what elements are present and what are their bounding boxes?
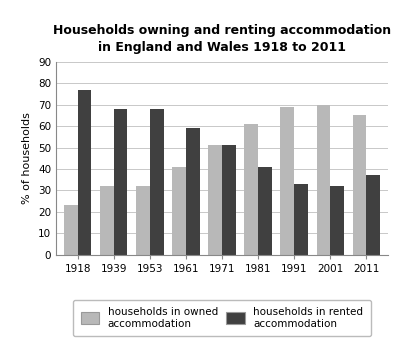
Bar: [100, 186, 114, 255]
Bar: [78, 90, 91, 255]
Bar: [294, 184, 308, 255]
Bar: [114, 109, 128, 255]
Bar: [172, 167, 186, 255]
Legend: households in owned
accommodation, households in rented
accommodation: households in owned accommodation, house…: [73, 300, 371, 336]
Bar: [330, 186, 344, 255]
Bar: [244, 124, 258, 255]
Bar: [150, 109, 164, 255]
Bar: [258, 167, 272, 255]
Bar: [64, 206, 78, 255]
Bar: [366, 175, 380, 255]
Bar: [136, 186, 150, 255]
Y-axis label: % of households: % of households: [22, 112, 32, 204]
Bar: [186, 128, 200, 255]
Bar: [316, 105, 330, 255]
Bar: [353, 115, 366, 255]
Bar: [222, 146, 236, 255]
Bar: [208, 146, 222, 255]
Bar: [280, 107, 294, 255]
Title: Households owning and renting accommodation
in England and Wales 1918 to 2011: Households owning and renting accommodat…: [53, 24, 391, 54]
